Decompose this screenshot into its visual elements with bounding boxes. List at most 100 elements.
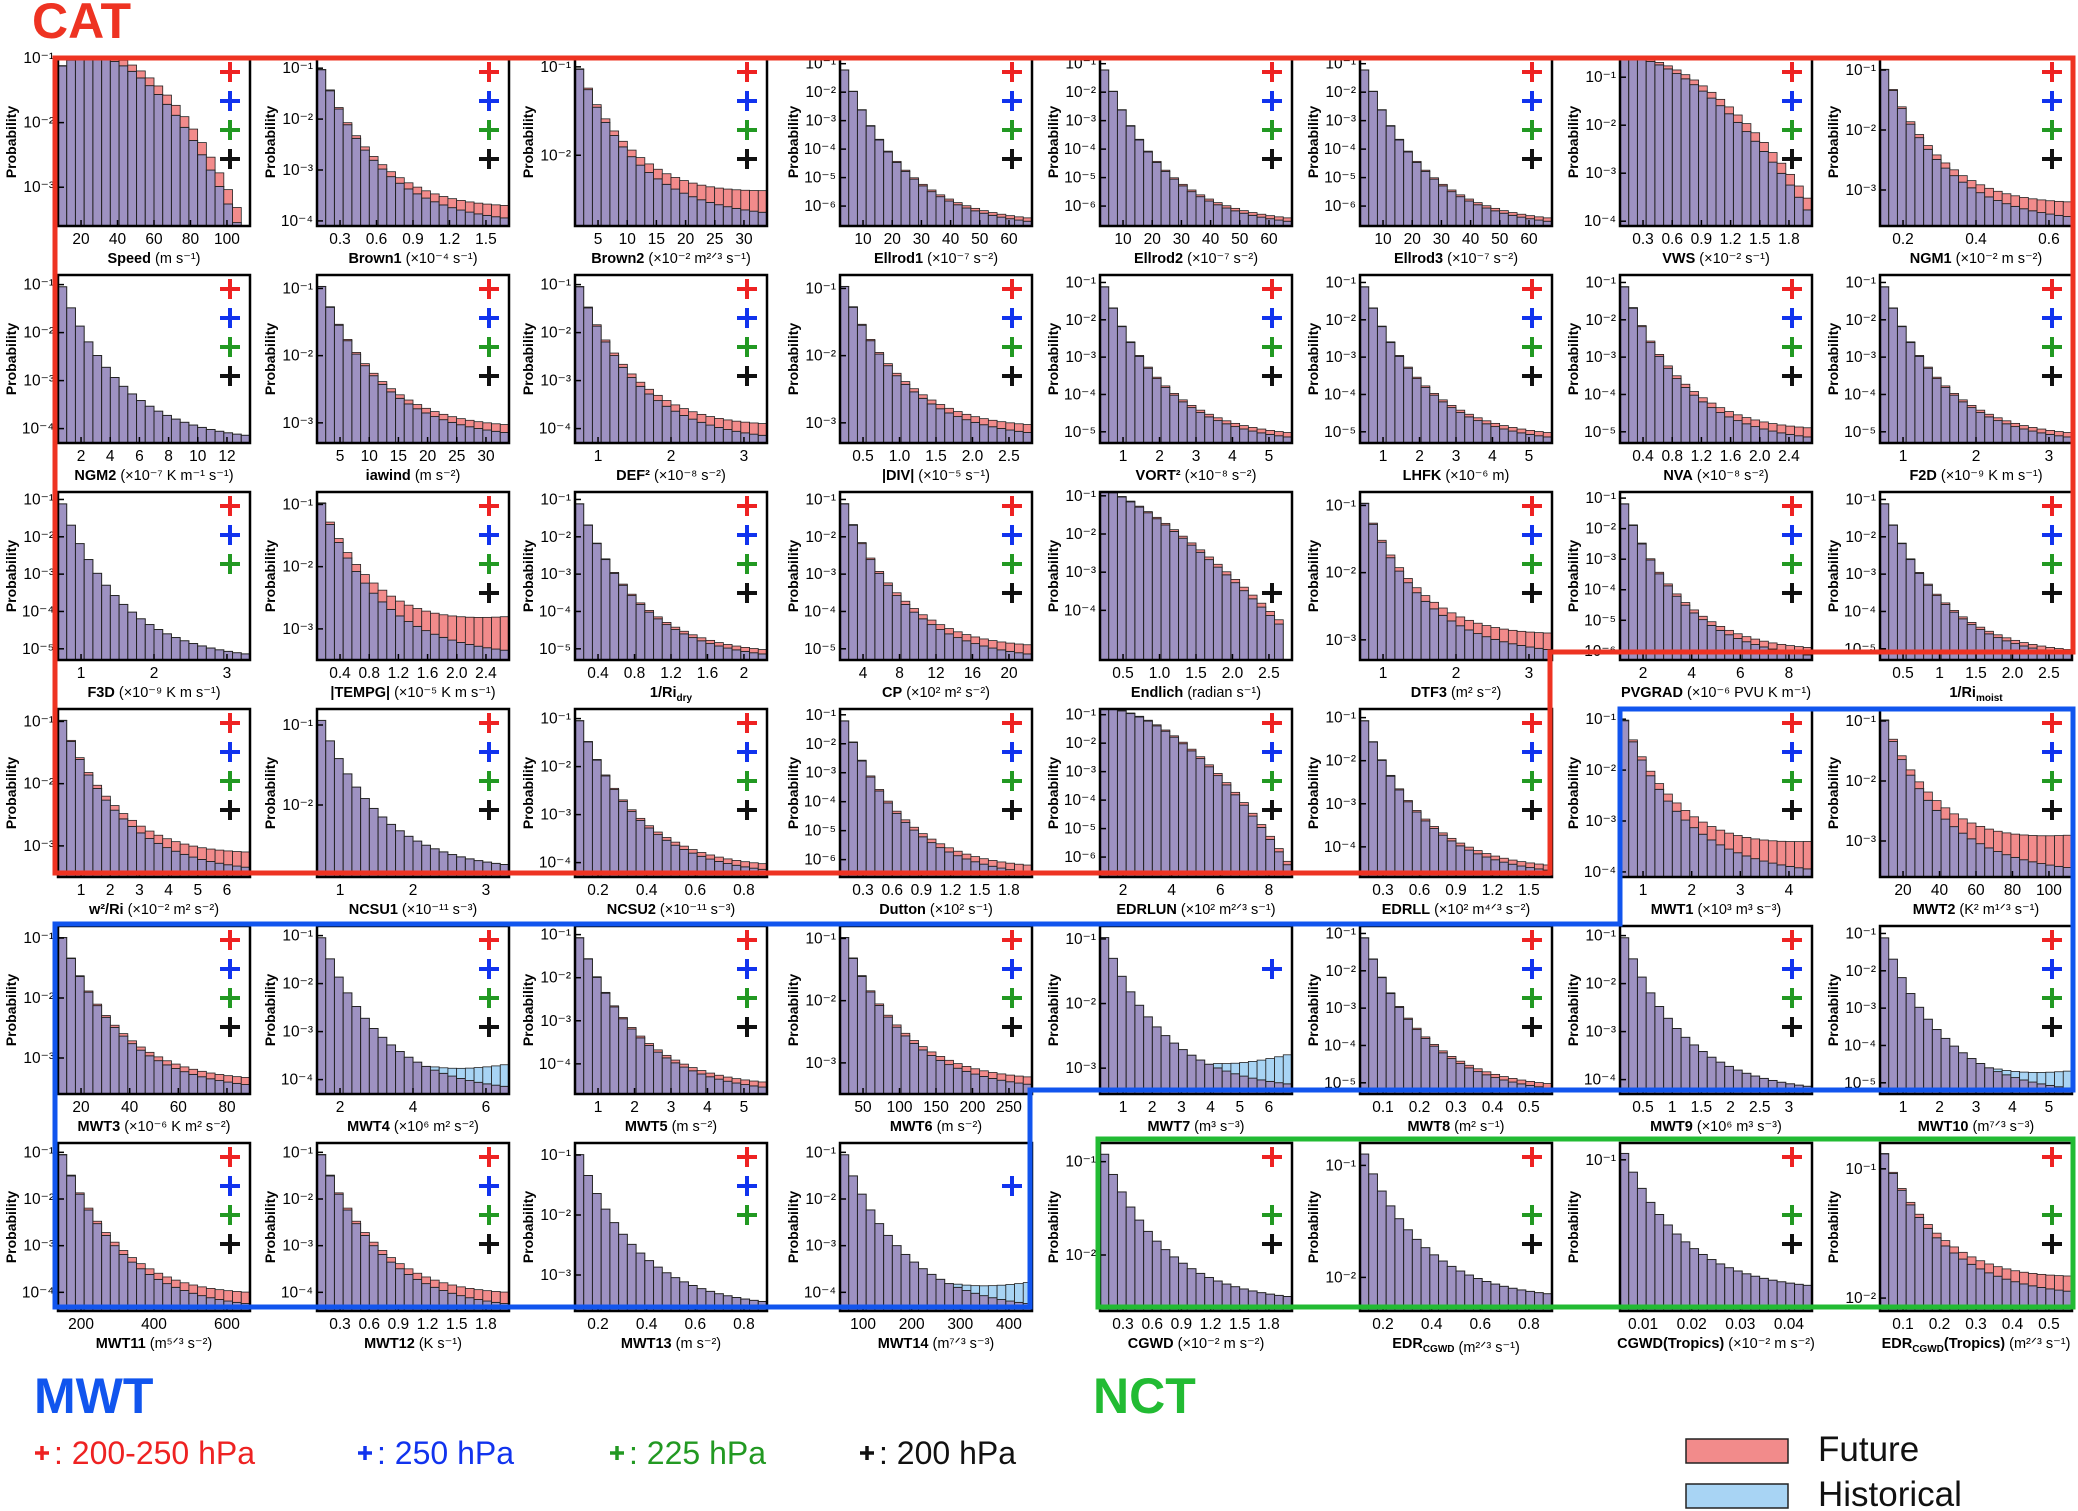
ytick-label: 10⁻² xyxy=(1065,84,1096,101)
bar xyxy=(1429,394,1440,444)
ytick-label: 10⁻¹ xyxy=(540,927,571,944)
xtick-label: 25 xyxy=(448,448,465,465)
bar-future-excess xyxy=(162,1060,172,1066)
bar xyxy=(661,405,672,444)
bar-future-excess xyxy=(1759,142,1769,152)
bar-future-excess xyxy=(1914,781,1925,790)
bar-future-excess xyxy=(412,404,423,410)
bar-future-excess xyxy=(1905,121,1916,125)
bar xyxy=(118,1253,129,1312)
bar-future-excess xyxy=(127,1040,137,1045)
bar xyxy=(848,90,858,227)
bar-future-excess xyxy=(1213,417,1223,421)
panel-frame xyxy=(1618,490,1814,662)
bar-future-excess xyxy=(1499,425,1509,430)
bar xyxy=(1239,212,1249,227)
ytick-label: 10⁻¹ xyxy=(1325,497,1356,514)
bar-future-excess xyxy=(1481,1071,1492,1076)
bar-future-excess xyxy=(351,135,362,139)
bar xyxy=(883,1234,893,1312)
bar-future-excess xyxy=(722,188,733,208)
bar-future-excess xyxy=(1446,1056,1457,1059)
bar-future-excess xyxy=(1776,162,1787,174)
bar xyxy=(935,629,946,661)
bar-future-excess xyxy=(179,1282,190,1291)
bar xyxy=(2010,205,2021,227)
bar xyxy=(473,213,484,227)
bar-future-excess xyxy=(1741,837,1752,857)
level-plus-r xyxy=(479,496,499,516)
bar-historical-excess xyxy=(961,1284,972,1291)
bar-future-excess xyxy=(1984,630,1994,635)
xtick-label: 30 xyxy=(1433,231,1451,248)
bar-future-excess xyxy=(1706,826,1717,841)
bar xyxy=(979,212,989,227)
bar xyxy=(1247,815,1258,878)
bar xyxy=(1879,503,1890,661)
bar xyxy=(987,647,998,661)
legend-item-future: Future xyxy=(1685,1430,1919,1469)
ytick-label: 10⁻⁴ xyxy=(1324,1037,1356,1054)
level-plus-b xyxy=(479,308,499,328)
bar xyxy=(386,823,397,878)
ytick-label: 10⁻² xyxy=(1845,312,1876,329)
xtick-label: 1.2 xyxy=(1482,882,1504,899)
xaxis-label: NVA (×10⁻⁸ s⁻²) xyxy=(1663,468,1768,484)
bar-future-excess xyxy=(1542,217,1553,222)
bar-future-excess xyxy=(2001,832,2012,856)
bar-future-excess xyxy=(232,1291,242,1303)
bar-future-excess xyxy=(395,177,405,184)
level-plus-k xyxy=(1002,800,1022,820)
bar xyxy=(188,424,199,444)
level-plus-g xyxy=(1782,337,1802,357)
bar xyxy=(101,584,111,661)
bar-future-excess xyxy=(171,1063,181,1069)
bar xyxy=(438,636,449,661)
bar-future-excess xyxy=(1438,183,1448,187)
bar-future-excess xyxy=(1014,643,1024,654)
xtick-label: 15 xyxy=(390,448,407,465)
bar-future-excess xyxy=(1940,1240,1951,1247)
bar-future-excess xyxy=(714,856,724,862)
bar xyxy=(429,633,440,661)
ytick-label: 10⁻⁴ xyxy=(1584,1072,1616,1089)
bar-historical-excess xyxy=(482,1066,492,1085)
yaxis-label: Probability xyxy=(1565,323,1581,396)
panel-frame xyxy=(573,1141,769,1313)
bar-future-excess xyxy=(1005,1074,1015,1083)
bar-future-excess xyxy=(1984,1263,1994,1274)
level-plus-b xyxy=(737,1176,757,1196)
ytick-label: 10⁻⁶ xyxy=(1064,198,1096,215)
yaxis-label: Probability xyxy=(1825,757,1841,830)
bar xyxy=(918,397,928,444)
bar-future-excess xyxy=(1265,430,1275,435)
bar xyxy=(1680,1036,1691,1095)
bar-future-excess xyxy=(447,615,458,641)
ytick-label: 10⁻² xyxy=(1325,753,1356,770)
bar-future-excess xyxy=(1178,741,1188,745)
bar-future-excess xyxy=(891,1024,902,1028)
bar xyxy=(360,149,370,227)
bar-future-excess xyxy=(1274,619,1284,625)
bar xyxy=(1619,1152,1630,1312)
bar xyxy=(1499,641,1509,661)
level-plus-k xyxy=(1002,149,1022,169)
ytick-label: 10⁻¹ xyxy=(1065,274,1096,291)
bar xyxy=(1785,865,1796,878)
xaxis-label: VWS (×10⁻² s⁻¹) xyxy=(1662,251,1770,267)
bar-future-excess xyxy=(653,1049,663,1053)
bar-future-excess xyxy=(848,957,858,959)
ytick-label: 10⁻⁴ xyxy=(1584,213,1616,230)
bar-future-excess xyxy=(953,631,963,638)
bar xyxy=(1516,432,1527,444)
ytick-label: 10⁻⁴ xyxy=(1324,839,1356,856)
bar xyxy=(342,340,353,444)
xaxis-label: Ellrod1 (×10⁻⁷ s⁻²) xyxy=(874,251,998,267)
bar xyxy=(153,1060,164,1095)
ytick-label: 10⁻¹ xyxy=(805,280,836,297)
bar-future-excess xyxy=(926,189,937,193)
level-plus-r xyxy=(1782,62,1802,82)
cat-border xyxy=(52,55,2076,876)
